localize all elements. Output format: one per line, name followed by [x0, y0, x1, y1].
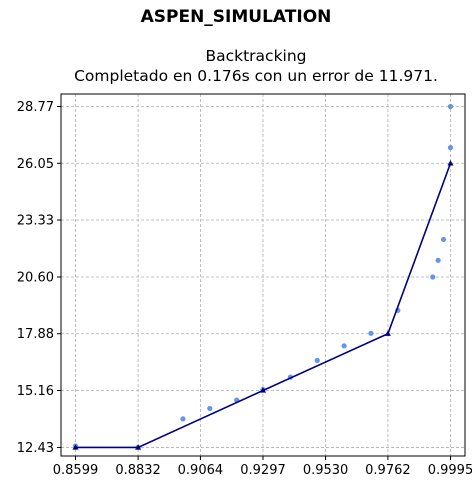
scatter-point [341, 343, 347, 349]
scatter-point [440, 236, 447, 243]
y-tick-label: 17.88 [17, 327, 54, 342]
y-tick-label: 20.60 [17, 270, 54, 285]
y-axis: 12.43 15.16 17.88 20.60 23.33 26.05 28.77 [17, 100, 61, 456]
scatter-point [447, 103, 454, 110]
y-tick-label: 23.33 [17, 214, 54, 229]
x-tick-label: 0.9064 [178, 463, 224, 478]
grid-lines [61, 94, 465, 456]
fit-line-marker [447, 160, 454, 166]
scatter-point [314, 357, 320, 364]
fit-line-marker [260, 387, 266, 393]
chart-title-line2: Completado en 0.176s con un error de 11.… [74, 67, 438, 85]
scatter-point [447, 145, 454, 151]
x-tick-label: 0.9995 [428, 463, 472, 478]
x-tick-label: 0.9297 [240, 463, 286, 478]
y-tick-label: 12.43 [17, 441, 54, 456]
scatter-point [435, 257, 441, 263]
y-tick-label: 15.16 [17, 384, 54, 399]
scatter-point [207, 405, 213, 412]
y-tick-label: 26.05 [17, 157, 54, 172]
x-tick-label: 0.9762 [365, 463, 411, 478]
x-tick-label: 0.9530 [303, 463, 349, 478]
fit-line-marker [72, 444, 79, 450]
fit-line-series [72, 160, 454, 450]
chart-title-line1: Backtracking [205, 47, 307, 65]
y-tick-label: 28.77 [17, 100, 54, 115]
figure-suptitle: ASPEN_SIMULATION [140, 7, 332, 27]
fit-line-marker [384, 330, 391, 336]
fit-line-marker [135, 444, 142, 450]
x-axis: 0.8599 0.8832 0.9064 0.9297 0.9530 0.9762 0.99… [53, 456, 472, 478]
x-tick-label: 0.8599 [53, 463, 99, 478]
scatter-point [368, 330, 374, 336]
scatter-point [180, 416, 186, 422]
scatter-point [430, 274, 436, 280]
x-tick-label: 0.8832 [115, 463, 161, 478]
